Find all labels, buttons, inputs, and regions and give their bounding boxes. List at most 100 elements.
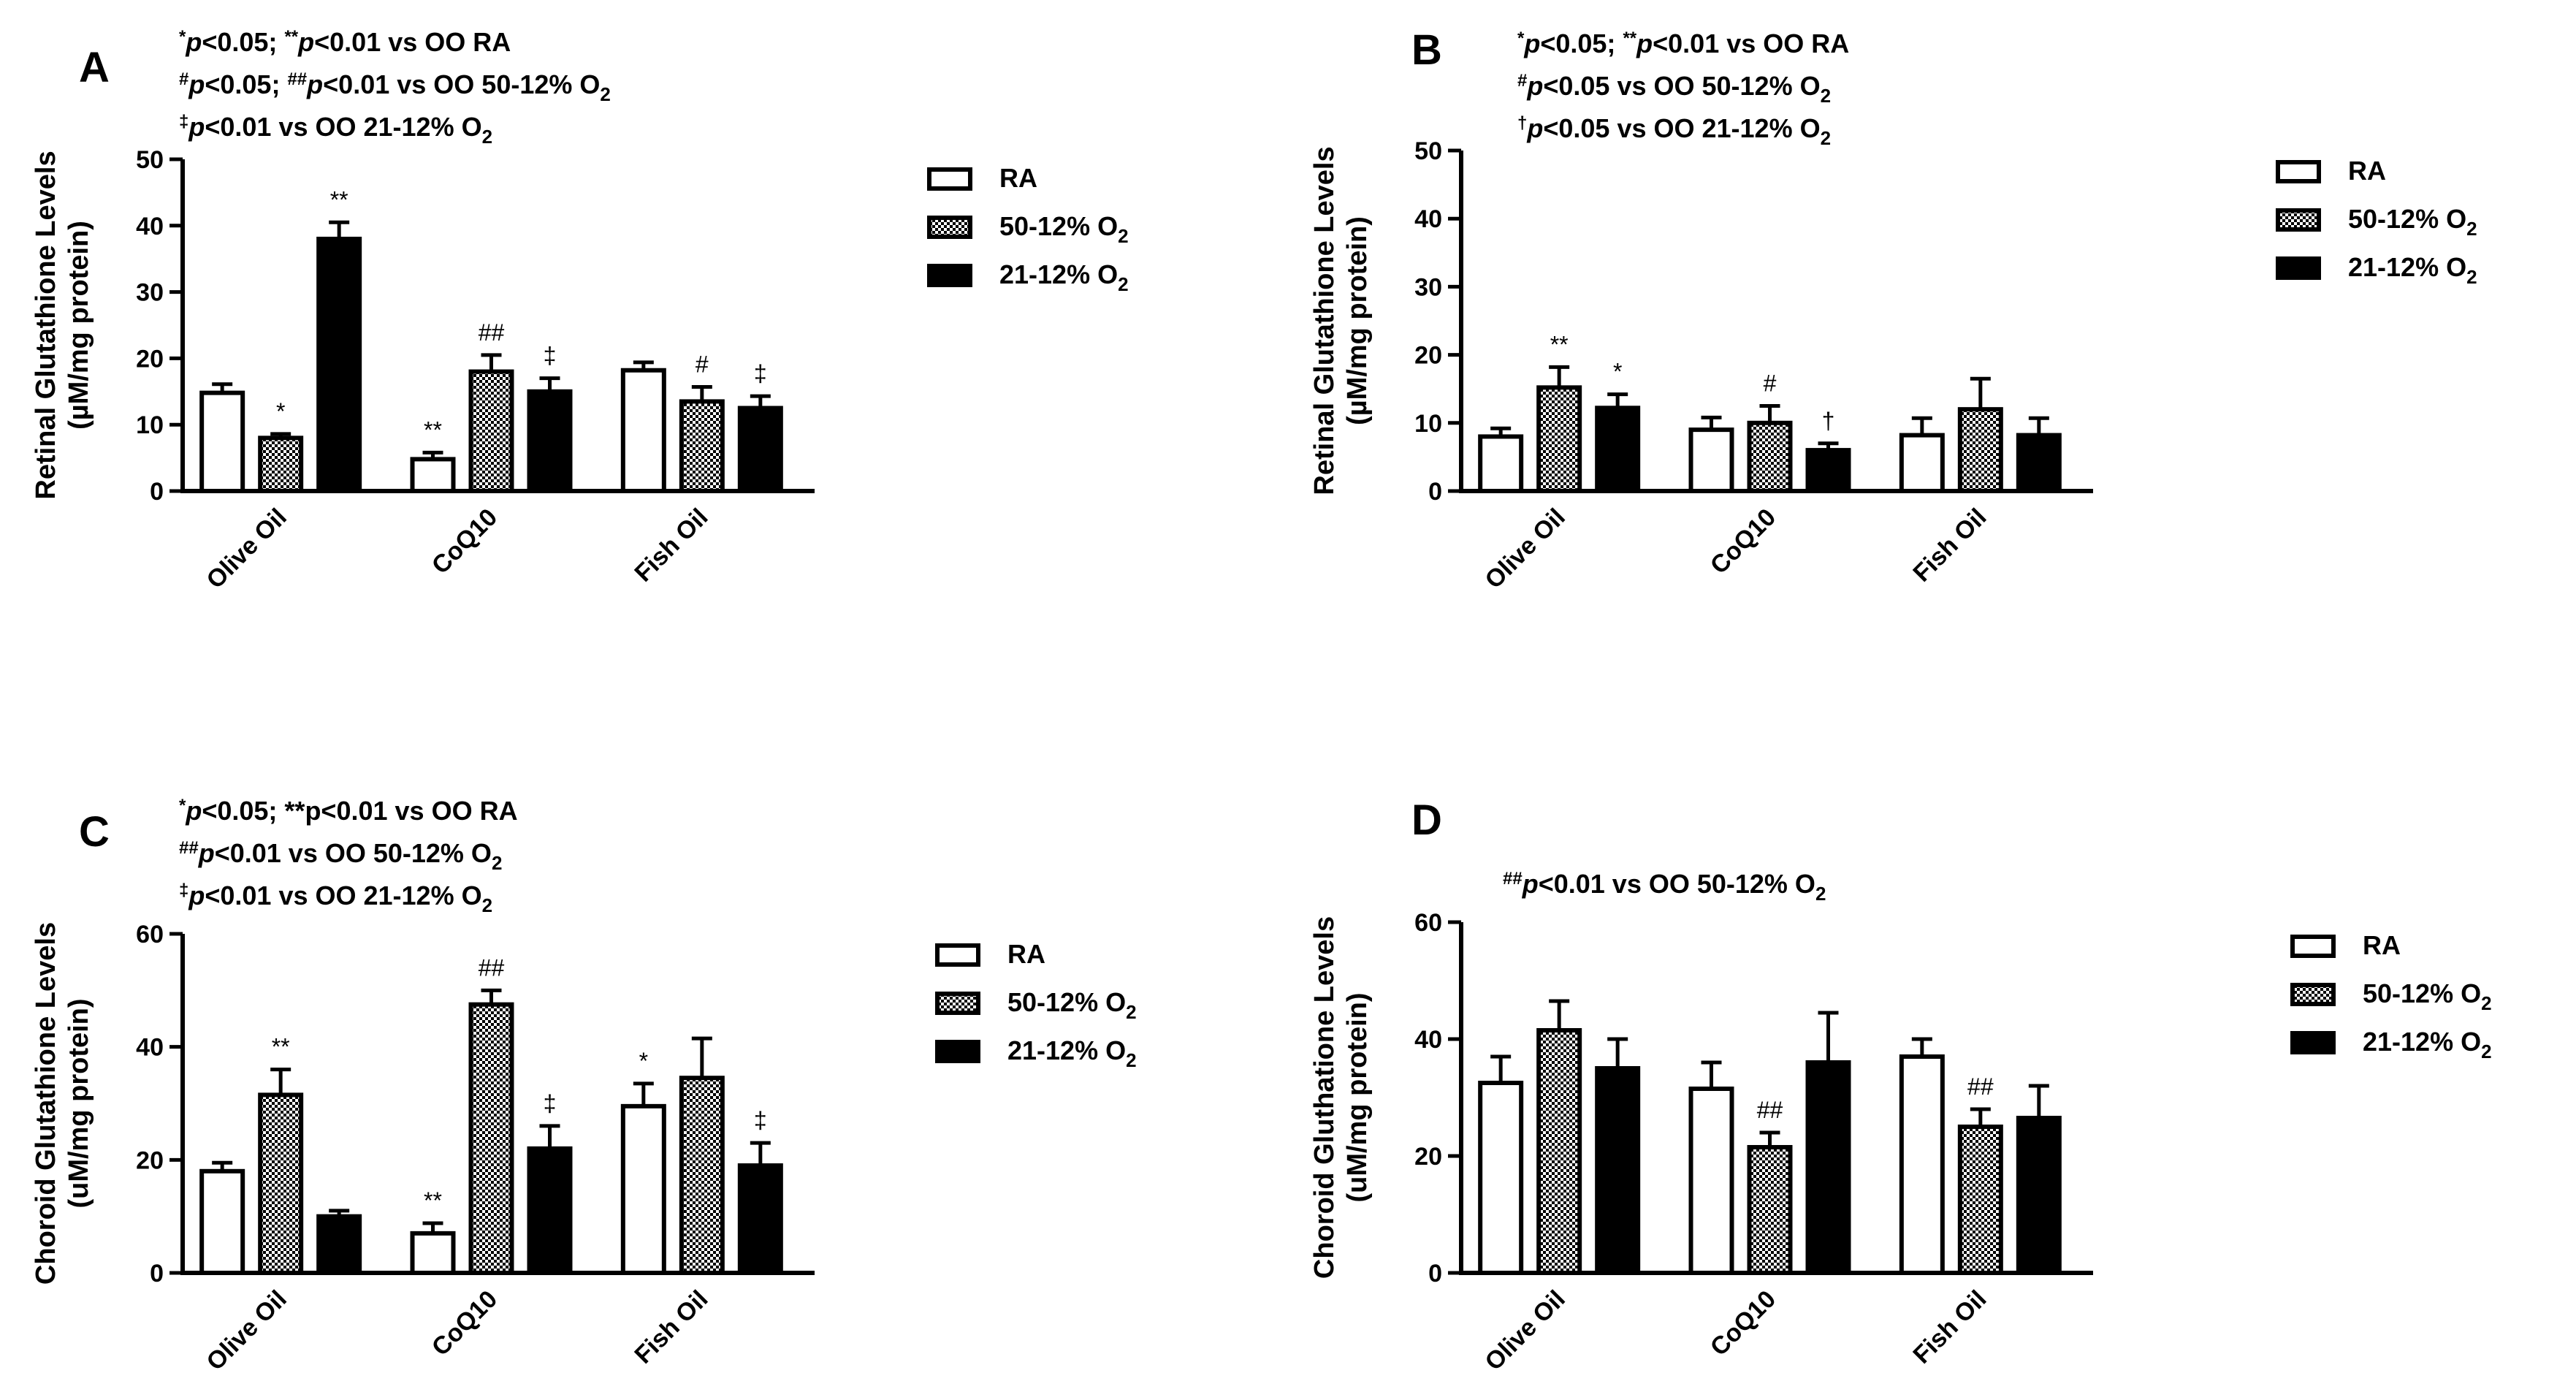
significance-note: ‡p<0.01 vs OO 21-12% O2 (179, 112, 492, 148)
y-tick-label: 50 (136, 146, 164, 174)
legend-label: 50-12% O2 (2363, 978, 2492, 1014)
significance-note: ##p<0.01 vs OO 50-12% O2 (179, 838, 502, 874)
significance-note: *p<0.05; **p<0.01 vs OO RA (179, 796, 518, 826)
legend-label: 50-12% O2 (999, 211, 1129, 247)
panel-a: A *p<0.05; **p<0.01 vs OO RA #p<0.05; ##p<… (31, 27, 1129, 594)
panel-c: C *p<0.05; **p<0.01 vs OO RA ##p<0.01 vs O… (31, 796, 1137, 1376)
legend-swatch (935, 943, 980, 967)
category-label: Olive Oil (1479, 503, 1570, 594)
panel-label: D (1411, 796, 1442, 844)
bar-ra (1899, 433, 1945, 493)
bar-50-12-o2 (1536, 1028, 1582, 1275)
category-label: Olive Oil (1479, 1285, 1570, 1376)
bar-ra (199, 1168, 245, 1276)
category-label: Fish Oil (1908, 503, 1992, 587)
bar-50-12-o2 (1747, 1145, 1793, 1275)
bar-21-12-o2 (1805, 1060, 1851, 1275)
panel-label: B (1411, 26, 1442, 74)
bar-21-12-o2 (2016, 1116, 2062, 1275)
category-label: Olive Oil (201, 1285, 291, 1376)
y-tick-label: 60 (136, 921, 164, 948)
bar-ra (199, 390, 245, 494)
y-tick-label: 20 (136, 345, 164, 373)
y-axis-label: Choroid Glutathione Levels (31, 922, 61, 1285)
y-tick-label: 0 (1428, 1260, 1442, 1288)
y-tick-label: 20 (1414, 1143, 1442, 1171)
bar-ra (410, 1231, 456, 1276)
bar-50-12-o2 (1957, 1125, 2003, 1275)
bar-21-12-o2 (316, 1214, 362, 1275)
panel-label: A (79, 44, 110, 91)
bar-50-12-o2 (468, 369, 514, 493)
bar-ra (1899, 1054, 1945, 1275)
y-tick-label: 50 (1414, 137, 1442, 165)
legend-label: 21-12% O2 (1007, 1035, 1137, 1071)
significance-marker: * (276, 398, 285, 425)
y-tick-label: 30 (1414, 273, 1442, 301)
legend-swatch (935, 992, 980, 1015)
bar-21-12-o2 (737, 406, 783, 493)
category-label: Fish Oil (1908, 1285, 1992, 1369)
significance-marker: * (1613, 359, 1622, 385)
significance-marker: # (696, 351, 709, 377)
significance-marker: ‡ (754, 360, 767, 387)
significance-marker: ## (1967, 1073, 1994, 1100)
y-tick-label: 10 (136, 411, 164, 439)
bar-21-12-o2 (1805, 448, 1851, 494)
legend-label: 21-12% O2 (999, 259, 1129, 295)
y-tick-label: 0 (150, 478, 164, 506)
legend-label: 50-12% O2 (2348, 204, 2477, 240)
significance-note: ##p<0.01 vs OO 50-12% O2 (1503, 869, 1826, 905)
legend-label: 21-12% O2 (2363, 1027, 2492, 1062)
legend-label: RA (2363, 930, 2401, 960)
significance-note: #p<0.05; ##p<0.01 vs OO 50-12% O2 (179, 69, 611, 105)
significance-marker: ** (272, 1034, 290, 1060)
bar-ra (1688, 1087, 1734, 1275)
bar-21-12-o2 (527, 1146, 573, 1276)
legend-swatch (2290, 983, 2336, 1006)
panel-d: D ##p<0.01 vs OO 50-12% O2 0 20 40 60 Choroid … (1309, 796, 2492, 1376)
bar-50-12-o2 (1957, 407, 2003, 493)
category-label: CoQ10 (427, 1285, 503, 1361)
panel-b: B *p<0.05; **p<0.01 vs OO RA #p<0.05 vs OO… (1309, 26, 2477, 594)
category-label: CoQ10 (1705, 1285, 1781, 1361)
significance-marker: # (1764, 370, 1777, 397)
significance-note: #p<0.05 vs OO 50-12% O2 (1517, 71, 1831, 107)
significance-marker: ‡ (544, 1090, 557, 1117)
y-tick-label: 40 (136, 1034, 164, 1062)
bar-50-12-o2 (679, 399, 725, 493)
bar-50-12-o2 (468, 1002, 514, 1275)
category-label: CoQ10 (1705, 503, 1781, 579)
bar-50-12-o2 (1536, 385, 1582, 493)
legend-swatch (2276, 208, 2321, 232)
significance-marker: ‡ (544, 343, 557, 369)
y-tick-label: 0 (150, 1260, 164, 1288)
significance-note: *p<0.05; **p<0.01 vs OO RA (1517, 28, 1849, 58)
bar-ra (1688, 427, 1734, 493)
legend-label: 50-12% O2 (1007, 987, 1137, 1023)
bar-21-12-o2 (1595, 1066, 1641, 1275)
y-tick-label: 30 (136, 279, 164, 307)
bar-21-12-o2 (316, 236, 362, 493)
significance-marker: ## (479, 954, 505, 981)
y-tick-label: 40 (1414, 1026, 1442, 1054)
y-axis-label-units: (uM/mg protein) (1342, 992, 1373, 1202)
significance-marker: ** (330, 186, 348, 213)
y-axis-label: Choroid Gluthatione Levels (1309, 916, 1340, 1279)
category-label: Fish Oil (629, 1285, 713, 1369)
legend-label: RA (2348, 156, 2386, 186)
significance-marker: ## (1757, 1097, 1783, 1123)
significance-marker: ‡ (754, 1107, 767, 1133)
significance-marker: * (639, 1048, 648, 1074)
y-axis-label-units: (µM/mg protein) (1342, 216, 1373, 425)
legend-swatch (935, 1040, 980, 1063)
legend-label: RA (999, 163, 1037, 193)
y-axis-label: Retinal Glutathione Levels (31, 151, 61, 499)
legend-swatch (927, 167, 972, 191)
bar-ra (620, 1103, 666, 1276)
legend-swatch (2276, 160, 2321, 183)
bar-ra (1478, 434, 1524, 493)
significance-note: ‡p<0.01 vs OO 21-12% O2 (179, 881, 492, 916)
y-tick-label: 10 (1414, 410, 1442, 438)
